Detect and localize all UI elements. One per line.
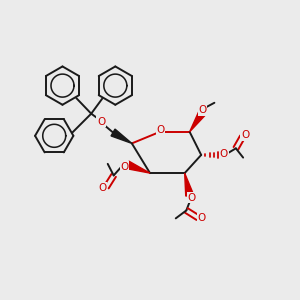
Text: O: O	[197, 213, 205, 224]
Text: O: O	[98, 183, 106, 193]
Text: O: O	[97, 117, 105, 127]
Polygon shape	[185, 173, 194, 196]
Text: O: O	[220, 149, 228, 159]
Text: O: O	[120, 161, 128, 172]
Text: O: O	[241, 130, 249, 140]
Polygon shape	[111, 129, 132, 143]
Polygon shape	[126, 161, 150, 173]
Polygon shape	[190, 110, 206, 132]
Text: O: O	[199, 105, 207, 116]
Text: O: O	[156, 125, 164, 135]
Text: O: O	[187, 193, 195, 203]
